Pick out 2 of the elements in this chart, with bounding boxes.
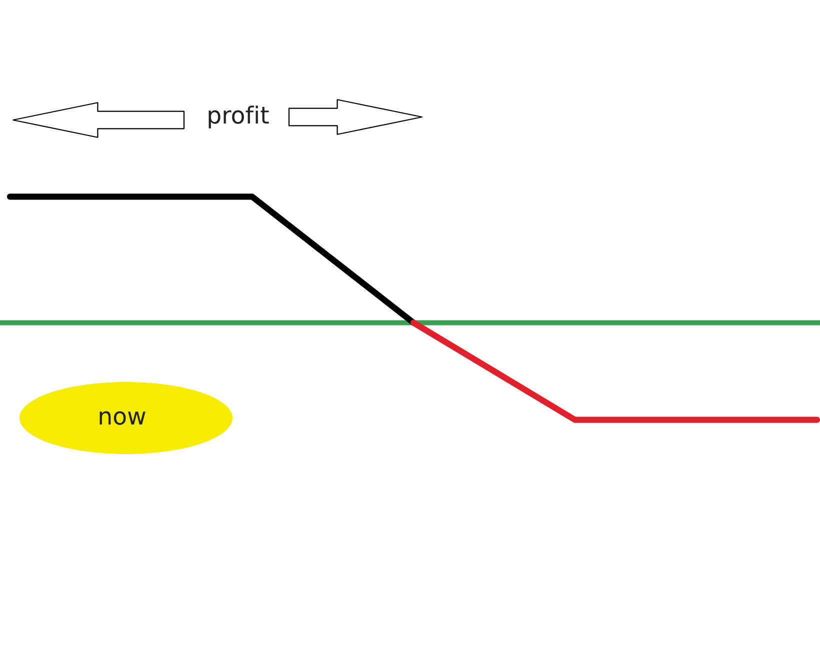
text: profit (208, 106, 269, 128)
annotation: now (100, 411, 146, 425)
